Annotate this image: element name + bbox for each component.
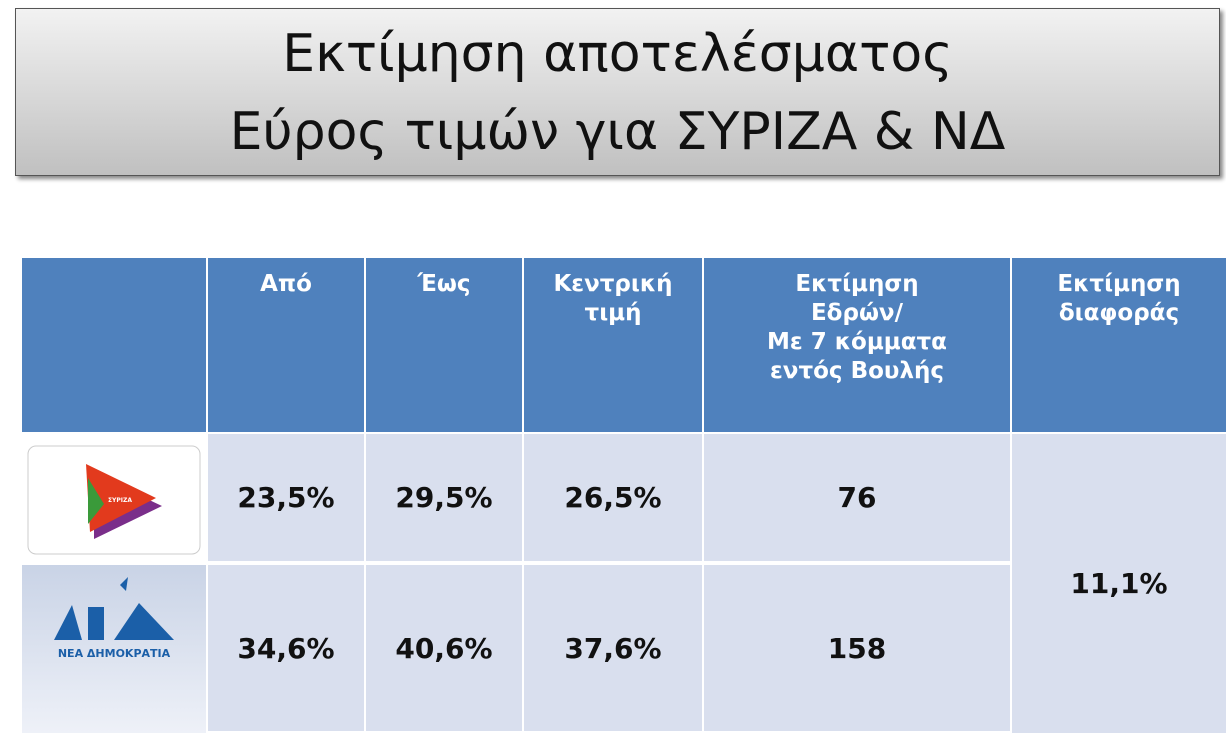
header-text: τιμή (584, 300, 642, 326)
data-cell: 23,5% (208, 434, 364, 561)
header-cell: Εκτίμηση διαφοράς (1012, 258, 1226, 432)
title-line: Εκτίμηση αποτελέσματος (282, 24, 953, 84)
header-cell (22, 258, 206, 432)
cell-text: 76 (837, 481, 877, 514)
title-box: Εκτίμηση αποτελέσματος Εύρος τιμών για Σ… (15, 8, 1220, 176)
logo: ΣΥΡΙΖΑ (27, 445, 201, 555)
header-cell: Έως (366, 258, 522, 432)
cell-text: 11,1% (1070, 567, 1168, 600)
data-cell: 76 (704, 434, 1010, 561)
cell-text: 29,5% (395, 481, 493, 514)
header-cell: Εκτίμηση Εδρών/Με 7 κόμματα εντός Βουλής (704, 258, 1010, 432)
header-text: Εκτίμηση (795, 271, 919, 297)
logo: ΝΕΑ ΔΗΜΟΚΡΑΤΙΑ (54, 577, 174, 660)
logo-cell: ΣΥΡΙΖΑ (22, 434, 206, 563)
cell-text: 23,5% (237, 481, 335, 514)
cell-text: 34,6% (237, 631, 335, 665)
data-cell: 158 (704, 565, 1010, 731)
cell-text: 37,6% (564, 631, 662, 665)
title-line: Εύρος τιμών για ΣΥΡΙΖΑ & ΝΔ (229, 102, 1006, 162)
header-text: Έως (417, 271, 471, 297)
difference-cell: 11,1% (1012, 434, 1226, 733)
cell-text: 26,5% (564, 481, 662, 514)
header-cell: Από (208, 258, 364, 432)
header-text: Εδρών/ (810, 300, 904, 326)
data-cell: 40,6% (366, 565, 522, 731)
data-cell: 29,5% (366, 434, 522, 561)
cell-text: 40,6% (395, 631, 493, 665)
header-text: εντός Βουλής (769, 358, 945, 384)
header-text: Κεντρική (553, 271, 673, 297)
header-text: Από (260, 271, 312, 297)
cell-text: 158 (827, 631, 887, 665)
header-cell: Κεντρική τιμή (524, 258, 702, 432)
data-cell: 37,6% (524, 565, 702, 731)
header-text: Με 7 κόμματα (767, 329, 947, 355)
data-cell: 26,5% (524, 434, 702, 561)
logo-text: ΝΕΑ ΔΗΜΟΚΡΑΤΙΑ (58, 647, 171, 660)
header-text: Εκτίμηση (1057, 271, 1181, 297)
data-cell: 34,6% (208, 565, 364, 731)
logo-cell: ΝΕΑ ΔΗΜΟΚΡΑΤΙΑ (22, 565, 206, 733)
header-text: διαφοράς (1058, 300, 1180, 326)
logo-text: ΣΥΡΙΖΑ (108, 497, 132, 504)
